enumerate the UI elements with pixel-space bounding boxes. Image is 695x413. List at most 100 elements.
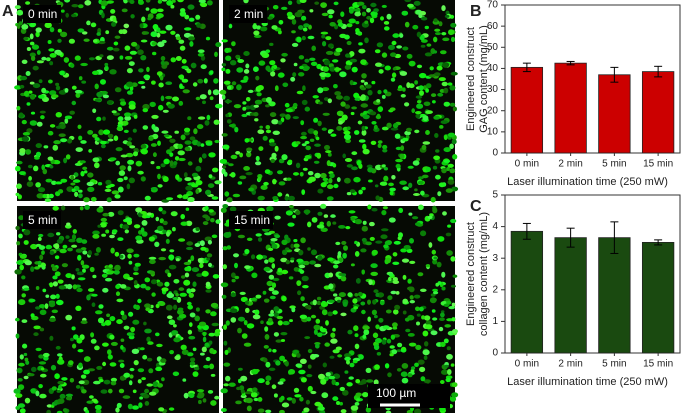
cell: [23, 36, 29, 41]
cell: [438, 182, 446, 188]
cell: [49, 282, 54, 288]
cell: [381, 126, 389, 131]
cell: [417, 359, 425, 365]
cell: [141, 377, 146, 381]
cell: [277, 120, 283, 125]
cell: [349, 362, 355, 368]
cell: [418, 204, 424, 211]
cell: [381, 52, 388, 58]
cell: [419, 72, 427, 79]
cell: [294, 11, 303, 18]
cell: [301, 131, 307, 136]
cell: [87, 250, 92, 256]
cell: [47, 130, 54, 136]
cell: [341, 114, 348, 121]
cell: [367, 299, 371, 305]
cell: [349, 189, 356, 194]
y-axis-label: Engineered construct: [465, 27, 477, 131]
cell: [328, 14, 333, 19]
cell: [145, 0, 151, 3]
cell: [16, 105, 21, 111]
cell: [94, 252, 99, 256]
cell: [47, 156, 54, 161]
cell: [82, 268, 86, 273]
cell: [199, 263, 204, 269]
cell: [263, 298, 270, 303]
cell: [401, 258, 410, 263]
cell: [28, 298, 36, 303]
cell: [149, 270, 155, 275]
cell: [23, 352, 28, 357]
cell: [187, 116, 192, 121]
cell: [230, 60, 237, 66]
cell: [202, 214, 209, 219]
cell: [71, 188, 76, 193]
cell: [41, 265, 46, 270]
cell: [375, 240, 383, 244]
cell: [389, 353, 394, 357]
cell: [425, 320, 432, 326]
cell: [132, 128, 137, 133]
cell: [42, 288, 47, 293]
cell: [156, 165, 161, 170]
cell: [16, 160, 23, 165]
cell: [402, 298, 409, 304]
cell: [272, 277, 280, 282]
cell: [199, 240, 205, 247]
cell: [49, 124, 56, 128]
cell: [255, 75, 260, 81]
cell: [138, 0, 144, 5]
cell: [140, 283, 147, 289]
cell: [298, 249, 304, 256]
cell: [328, 283, 334, 290]
cell: [325, 150, 332, 154]
cell: [145, 307, 151, 312]
cell: [222, 165, 227, 169]
cell: [157, 41, 165, 48]
cell: [245, 63, 250, 69]
cell: [320, 227, 328, 232]
cell: [68, 360, 74, 366]
cell: [67, 138, 73, 144]
cell: [35, 347, 42, 352]
cell: [222, 264, 227, 270]
cell: [422, 330, 429, 337]
cell: [198, 157, 203, 164]
cell: [35, 286, 40, 290]
error-bar: [522, 222, 531, 240]
cell: [402, 87, 406, 92]
cell: [345, 138, 351, 144]
cell: [191, 172, 199, 178]
cell: [285, 259, 290, 265]
cell: [159, 75, 164, 81]
cell: [65, 393, 73, 397]
cell: [172, 297, 179, 300]
cell: [213, 119, 220, 125]
cell: [240, 389, 245, 394]
cell: [440, 50, 447, 55]
cell: [360, 248, 367, 253]
cell: [371, 207, 378, 212]
cell: [281, 402, 290, 408]
cell: [78, 362, 83, 369]
cell: [221, 168, 226, 175]
cell: [202, 221, 209, 226]
cell: [28, 176, 32, 181]
cell: [75, 385, 81, 389]
cell: [316, 152, 322, 159]
cell: [195, 165, 202, 172]
cell: [369, 17, 375, 24]
cell: [365, 406, 372, 413]
cell: [320, 203, 327, 209]
cell: [69, 110, 75, 115]
cell: [440, 380, 445, 384]
cell: [378, 69, 384, 74]
cell: [338, 292, 346, 298]
cell: [305, 399, 310, 405]
cell: [236, 84, 242, 91]
cell: [295, 141, 301, 145]
cell: [77, 28, 85, 33]
cell: [228, 124, 236, 128]
cell: [295, 162, 301, 169]
cell: [101, 144, 106, 149]
